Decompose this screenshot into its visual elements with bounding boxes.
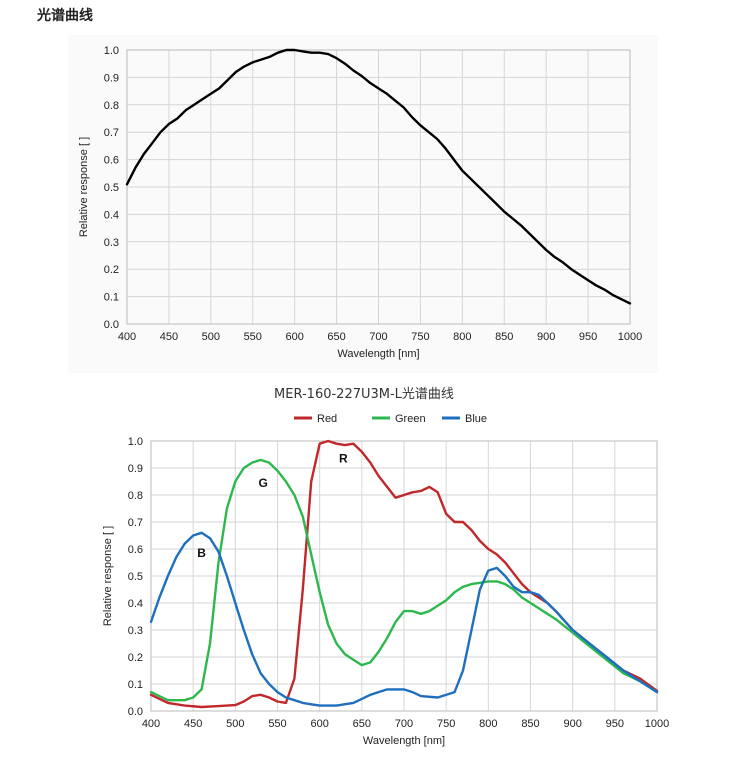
annotation-r: R xyxy=(339,452,348,466)
y-tick-label: 0.3 xyxy=(104,237,119,249)
chart-2: 400 450 500 550 600 650 700 750 800 850 900 950 1000… xyxy=(102,387,669,747)
x-tick-label: 500 xyxy=(226,718,244,730)
plot-frame xyxy=(150,440,658,712)
x-tick-label: 800 xyxy=(479,718,497,730)
y-tick-label: 0.2 xyxy=(104,264,119,276)
y-tick-label: 0.0 xyxy=(128,706,143,718)
series-line-response xyxy=(125,48,632,305)
y-tick-label: 0.7 xyxy=(128,517,143,529)
y-tick-label: 0.6 xyxy=(104,155,119,167)
x-tick-label: 800 xyxy=(453,331,471,343)
legend-label-red: Red xyxy=(317,413,337,425)
legend-label-green: Green xyxy=(395,413,426,425)
y-tick-label: 0.9 xyxy=(104,72,119,84)
y-tick-label: 0.1 xyxy=(104,292,119,304)
annotation-b: B xyxy=(197,546,206,560)
y-tick-label: 0.6 xyxy=(128,544,143,556)
x-tick-label: 750 xyxy=(411,331,429,343)
y-tick-label: 0.4 xyxy=(104,209,119,221)
chart-1: 400 450 500 550 600 650 700 750 800 850 900 950 1000… xyxy=(78,45,642,360)
x-tick-label: 850 xyxy=(521,718,539,730)
series-line-red xyxy=(149,439,659,709)
y-tick-label: 0.7 xyxy=(104,127,119,139)
x-tick-label: 750 xyxy=(437,718,455,730)
x-tick-label: 1000 xyxy=(645,718,669,730)
y-tick-label: 0.9 xyxy=(128,463,143,475)
annotation-g: G xyxy=(258,476,267,490)
y-tick-label: 0.5 xyxy=(104,182,119,194)
x-tick-label: 950 xyxy=(606,718,624,730)
x-tick-label: 450 xyxy=(160,331,178,343)
y-tick-label: 0.4 xyxy=(128,598,143,610)
x-tick-label: 400 xyxy=(142,718,160,730)
x-tick-label: 900 xyxy=(537,331,555,343)
x-tick-label: 500 xyxy=(202,331,220,343)
x-tick-label: 650 xyxy=(353,718,371,730)
y-tick-label: 0.3 xyxy=(128,625,143,637)
y-tick-label: 0.2 xyxy=(128,652,143,664)
x-tick-label: 850 xyxy=(495,331,513,343)
x-tick-label: 950 xyxy=(579,331,597,343)
legend-label-blue: Blue xyxy=(465,413,487,425)
page-heading: 光谱曲线 xyxy=(37,8,93,24)
x-tick-label: 1000 xyxy=(618,331,642,343)
series-line-green xyxy=(149,458,659,702)
y-tick-label: 0.5 xyxy=(128,571,143,583)
y-tick-label: 0.8 xyxy=(104,100,119,112)
y-axis-title: Relative response [ ] xyxy=(102,526,114,626)
x-tick-label: 550 xyxy=(268,718,286,730)
x-axis-title: Wavelength [nm] xyxy=(337,348,419,360)
x-axis-title: Wavelength [nm] xyxy=(363,735,445,747)
y-tick-label: 0.0 xyxy=(104,319,119,331)
x-tick-label: 600 xyxy=(310,718,328,730)
plot-frame xyxy=(126,49,631,325)
y-tick-label: 1.0 xyxy=(104,45,119,57)
chart-title: MER-160-227U3M-L光谱曲线 xyxy=(274,387,454,402)
x-tick-label: 550 xyxy=(244,331,262,343)
chart1-background xyxy=(68,35,658,373)
x-tick-label: 450 xyxy=(184,718,202,730)
y-tick-label: 1.0 xyxy=(128,436,143,448)
x-tick-label: 400 xyxy=(118,331,136,343)
y-tick-label: 0.1 xyxy=(128,679,143,691)
x-tick-label: 900 xyxy=(563,718,581,730)
series-line-blue xyxy=(149,531,659,707)
x-tick-label: 700 xyxy=(395,718,413,730)
x-tick-label: 600 xyxy=(285,331,303,343)
y-tick-label: 0.8 xyxy=(128,490,143,502)
x-tick-label: 650 xyxy=(327,331,345,343)
x-tick-label: 700 xyxy=(369,331,387,343)
y-axis-title: Relative response [ ] xyxy=(78,137,90,237)
